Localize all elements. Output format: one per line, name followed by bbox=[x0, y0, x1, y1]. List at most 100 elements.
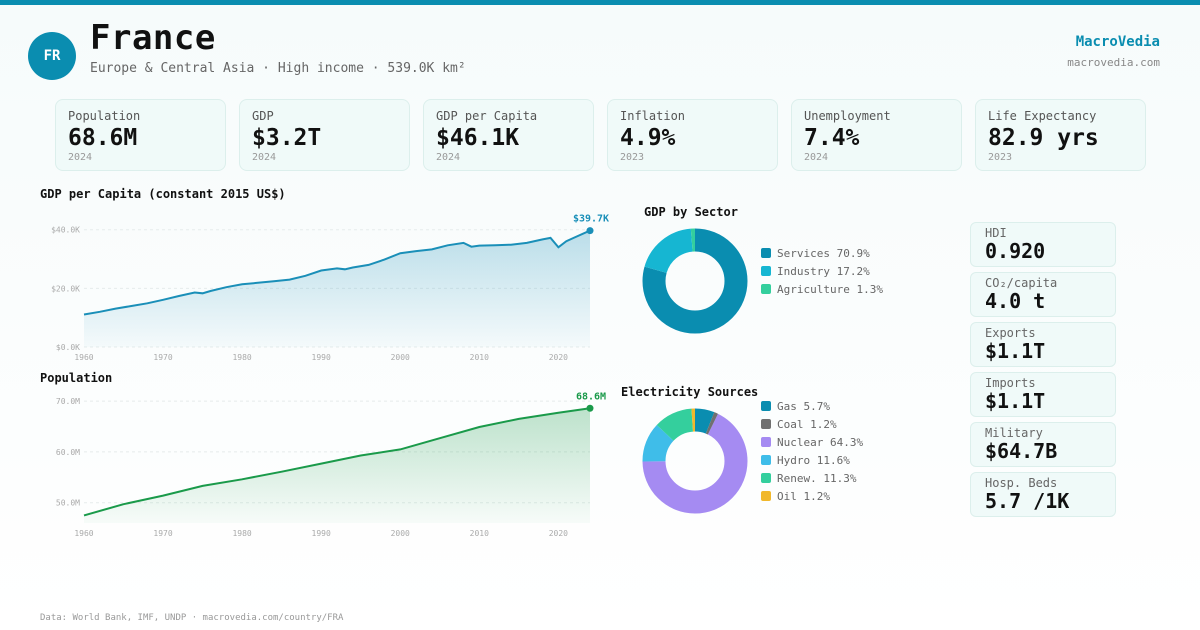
kpi-card-gdp: GDP $3.2T 2024 bbox=[239, 99, 410, 171]
x-tick-label: 1980 bbox=[232, 353, 251, 362]
x-tick-label: 2010 bbox=[470, 529, 489, 538]
country-subtitle: Europe & Central Asia · High income · 53… bbox=[90, 61, 466, 76]
stat-label: Military bbox=[985, 426, 1043, 440]
series-end-label: $39.7K bbox=[573, 214, 609, 225]
kpi-value: 4.9% bbox=[620, 125, 676, 151]
legend-swatch bbox=[761, 473, 771, 483]
legend-label: Agriculture 1.3% bbox=[777, 282, 883, 296]
y-tick-label: 70.0M bbox=[56, 397, 80, 406]
population-chart: 50.0M 60.0M 70.0M 1960 1970 1980 1990 2000 2010 2… bbox=[56, 391, 606, 538]
series-line bbox=[83, 407, 591, 517]
legend-label: Gas 5.7% bbox=[777, 399, 830, 413]
country-flag-badge: FR bbox=[28, 32, 76, 80]
kpi-label: GDP per Capita bbox=[436, 109, 538, 123]
x-tick-label: 1990 bbox=[312, 529, 331, 538]
x-tick-label: 1960 bbox=[74, 529, 93, 538]
donut-slice-nuclear bbox=[642, 408, 748, 514]
x-tick-label: 1960 bbox=[74, 353, 93, 362]
kpi-card-population: Population 68.6M 2024 bbox=[55, 99, 226, 171]
stat-card-hdi: HDI 0.920 bbox=[970, 222, 1116, 267]
stat-card-hospital-beds: Hosp. Beds 5.7 /1K bbox=[970, 472, 1116, 517]
stat-value: $1.1T bbox=[985, 339, 1046, 363]
x-tick-label: 2000 bbox=[391, 529, 410, 538]
kpi-value: 68.6M bbox=[68, 125, 138, 151]
legend-label: Industry 17.2% bbox=[777, 264, 870, 278]
y-tick-label: 60.0M bbox=[56, 448, 80, 457]
gdp-by-sector-donut bbox=[642, 228, 748, 334]
donut-slice-agriculture bbox=[642, 228, 748, 334]
kpi-year: 2024 bbox=[436, 152, 461, 163]
legend-item: Coal 1.2% bbox=[761, 415, 863, 433]
stat-label: CO₂/capita bbox=[985, 276, 1058, 290]
legend-swatch bbox=[761, 401, 771, 411]
x-tick-label: 2020 bbox=[549, 353, 568, 362]
electricity-sources-legend: Gas 5.7% Coal 1.2% Nuclear 64.3% Hydro 1… bbox=[761, 397, 863, 505]
legend-swatch bbox=[761, 419, 771, 429]
y-tick-label: 50.0M bbox=[56, 499, 80, 508]
legend-label: Renew. 11.3% bbox=[777, 471, 857, 485]
kpi-value: $3.2T bbox=[252, 125, 322, 151]
legend-item: Renew. 11.3% bbox=[761, 469, 863, 487]
kpi-year: 2024 bbox=[68, 152, 93, 163]
series-end-point bbox=[586, 227, 594, 235]
kpi-label: Life Expectancy bbox=[988, 109, 1097, 123]
electricity-sources-donut bbox=[642, 408, 748, 514]
kpi-card-gdp-per-capita: GDP per Capita $46.1K 2024 bbox=[423, 99, 594, 171]
legend-item: Nuclear 64.3% bbox=[761, 433, 863, 451]
stat-value: $64.7B bbox=[985, 439, 1058, 463]
legend-label: Oil 1.2% bbox=[777, 489, 830, 503]
electricity-sources-title: Electricity Sources bbox=[621, 385, 759, 399]
legend-label: Services 70.9% bbox=[777, 246, 870, 260]
legend-swatch bbox=[761, 437, 771, 447]
series-end-label: 68.6M bbox=[576, 391, 606, 402]
legend-item: Services 70.9% bbox=[761, 244, 883, 262]
legend-item: Gas 5.7% bbox=[761, 397, 863, 415]
donut-slice-oil bbox=[642, 408, 748, 514]
stat-card-imports: Imports $1.1T bbox=[970, 372, 1116, 417]
legend-swatch bbox=[761, 491, 771, 501]
series-area bbox=[84, 408, 590, 523]
gdp-per-capita-chart: $0.0K $20.0K $40.0K 1960 1970 1980 1990 2000 201… bbox=[51, 214, 609, 362]
x-tick-label: 2000 bbox=[391, 353, 410, 362]
series-line bbox=[83, 229, 591, 316]
x-tick-label: 1970 bbox=[153, 529, 172, 538]
series-end-point bbox=[586, 404, 594, 412]
stat-card-military: Military $64.7B bbox=[970, 422, 1116, 467]
donut-slice-hydro bbox=[642, 408, 748, 514]
y-tick-label: $0.0K bbox=[56, 343, 80, 352]
kpi-year: 2024 bbox=[252, 152, 277, 163]
gdp-per-capita-chart-title: GDP per Capita (constant 2015 US$) bbox=[40, 187, 286, 201]
kpi-value: $46.1K bbox=[436, 125, 520, 151]
stat-label: Exports bbox=[985, 326, 1036, 340]
population-chart-title: Population bbox=[40, 371, 113, 385]
stat-card-co2: CO₂/capita 4.0 t bbox=[970, 272, 1116, 317]
stat-label: HDI bbox=[985, 226, 1007, 240]
legend-swatch bbox=[761, 266, 771, 276]
legend-item: Agriculture 1.3% bbox=[761, 280, 883, 298]
x-tick-label: 1990 bbox=[312, 353, 331, 362]
legend-label: Hydro 11.6% bbox=[777, 453, 850, 467]
legend-item: Industry 17.2% bbox=[761, 262, 883, 280]
brand-logo[interactable]: MacroVedia bbox=[1075, 34, 1160, 50]
legend-swatch bbox=[761, 284, 771, 294]
stat-value: 5.7 /1K bbox=[985, 489, 1070, 513]
kpi-card-life-expectancy: Life Expectancy 82.9 yrs 2023 bbox=[975, 99, 1146, 171]
legend-item: Hydro 11.6% bbox=[761, 451, 863, 469]
kpi-label: Population bbox=[68, 109, 141, 123]
brand-url[interactable]: macrovedia.com bbox=[1067, 56, 1160, 69]
kpi-card-unemployment: Unemployment 7.4% 2024 bbox=[791, 99, 962, 171]
legend-swatch bbox=[761, 248, 771, 258]
kpi-year: 2024 bbox=[804, 152, 829, 163]
top-accent-bar bbox=[0, 0, 1200, 5]
legend-label: Nuclear 64.3% bbox=[777, 435, 864, 449]
kpi-label: Inflation bbox=[620, 109, 686, 123]
kpi-label: GDP bbox=[252, 109, 274, 123]
y-tick-label: $40.0K bbox=[51, 226, 80, 235]
x-tick-label: 1980 bbox=[232, 529, 251, 538]
kpi-value: 82.9 yrs bbox=[988, 125, 1099, 151]
stat-card-exports: Exports $1.1T bbox=[970, 322, 1116, 367]
series-area bbox=[84, 230, 590, 347]
stat-value: 0.920 bbox=[985, 239, 1046, 263]
gdp-by-sector-legend: Services 70.9% Industry 17.2% Agricultur… bbox=[761, 244, 883, 298]
stat-value: $1.1T bbox=[985, 389, 1046, 413]
